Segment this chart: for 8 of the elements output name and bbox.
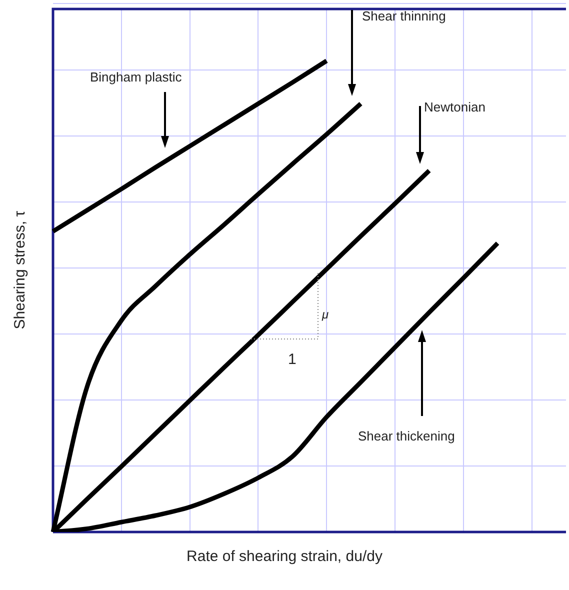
annotation: 1 (288, 351, 296, 368)
annotation: Bingham plastic (90, 70, 182, 85)
annotation: μ (321, 307, 329, 322)
y-axis-title: Shearing stress, τ (12, 210, 28, 330)
text: Shear thinning (362, 8, 446, 24)
annotation: Shear thickening (358, 428, 455, 444)
x-axis-title: Rate of shearing strain, du/dy (186, 548, 382, 565)
annotation: Newtonian (424, 100, 486, 115)
